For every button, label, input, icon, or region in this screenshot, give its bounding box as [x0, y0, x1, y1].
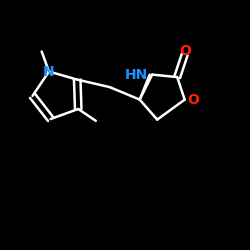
Text: O: O: [179, 44, 191, 58]
Text: O: O: [188, 92, 200, 106]
Text: N: N: [43, 64, 55, 78]
Text: HN: HN: [125, 68, 148, 82]
